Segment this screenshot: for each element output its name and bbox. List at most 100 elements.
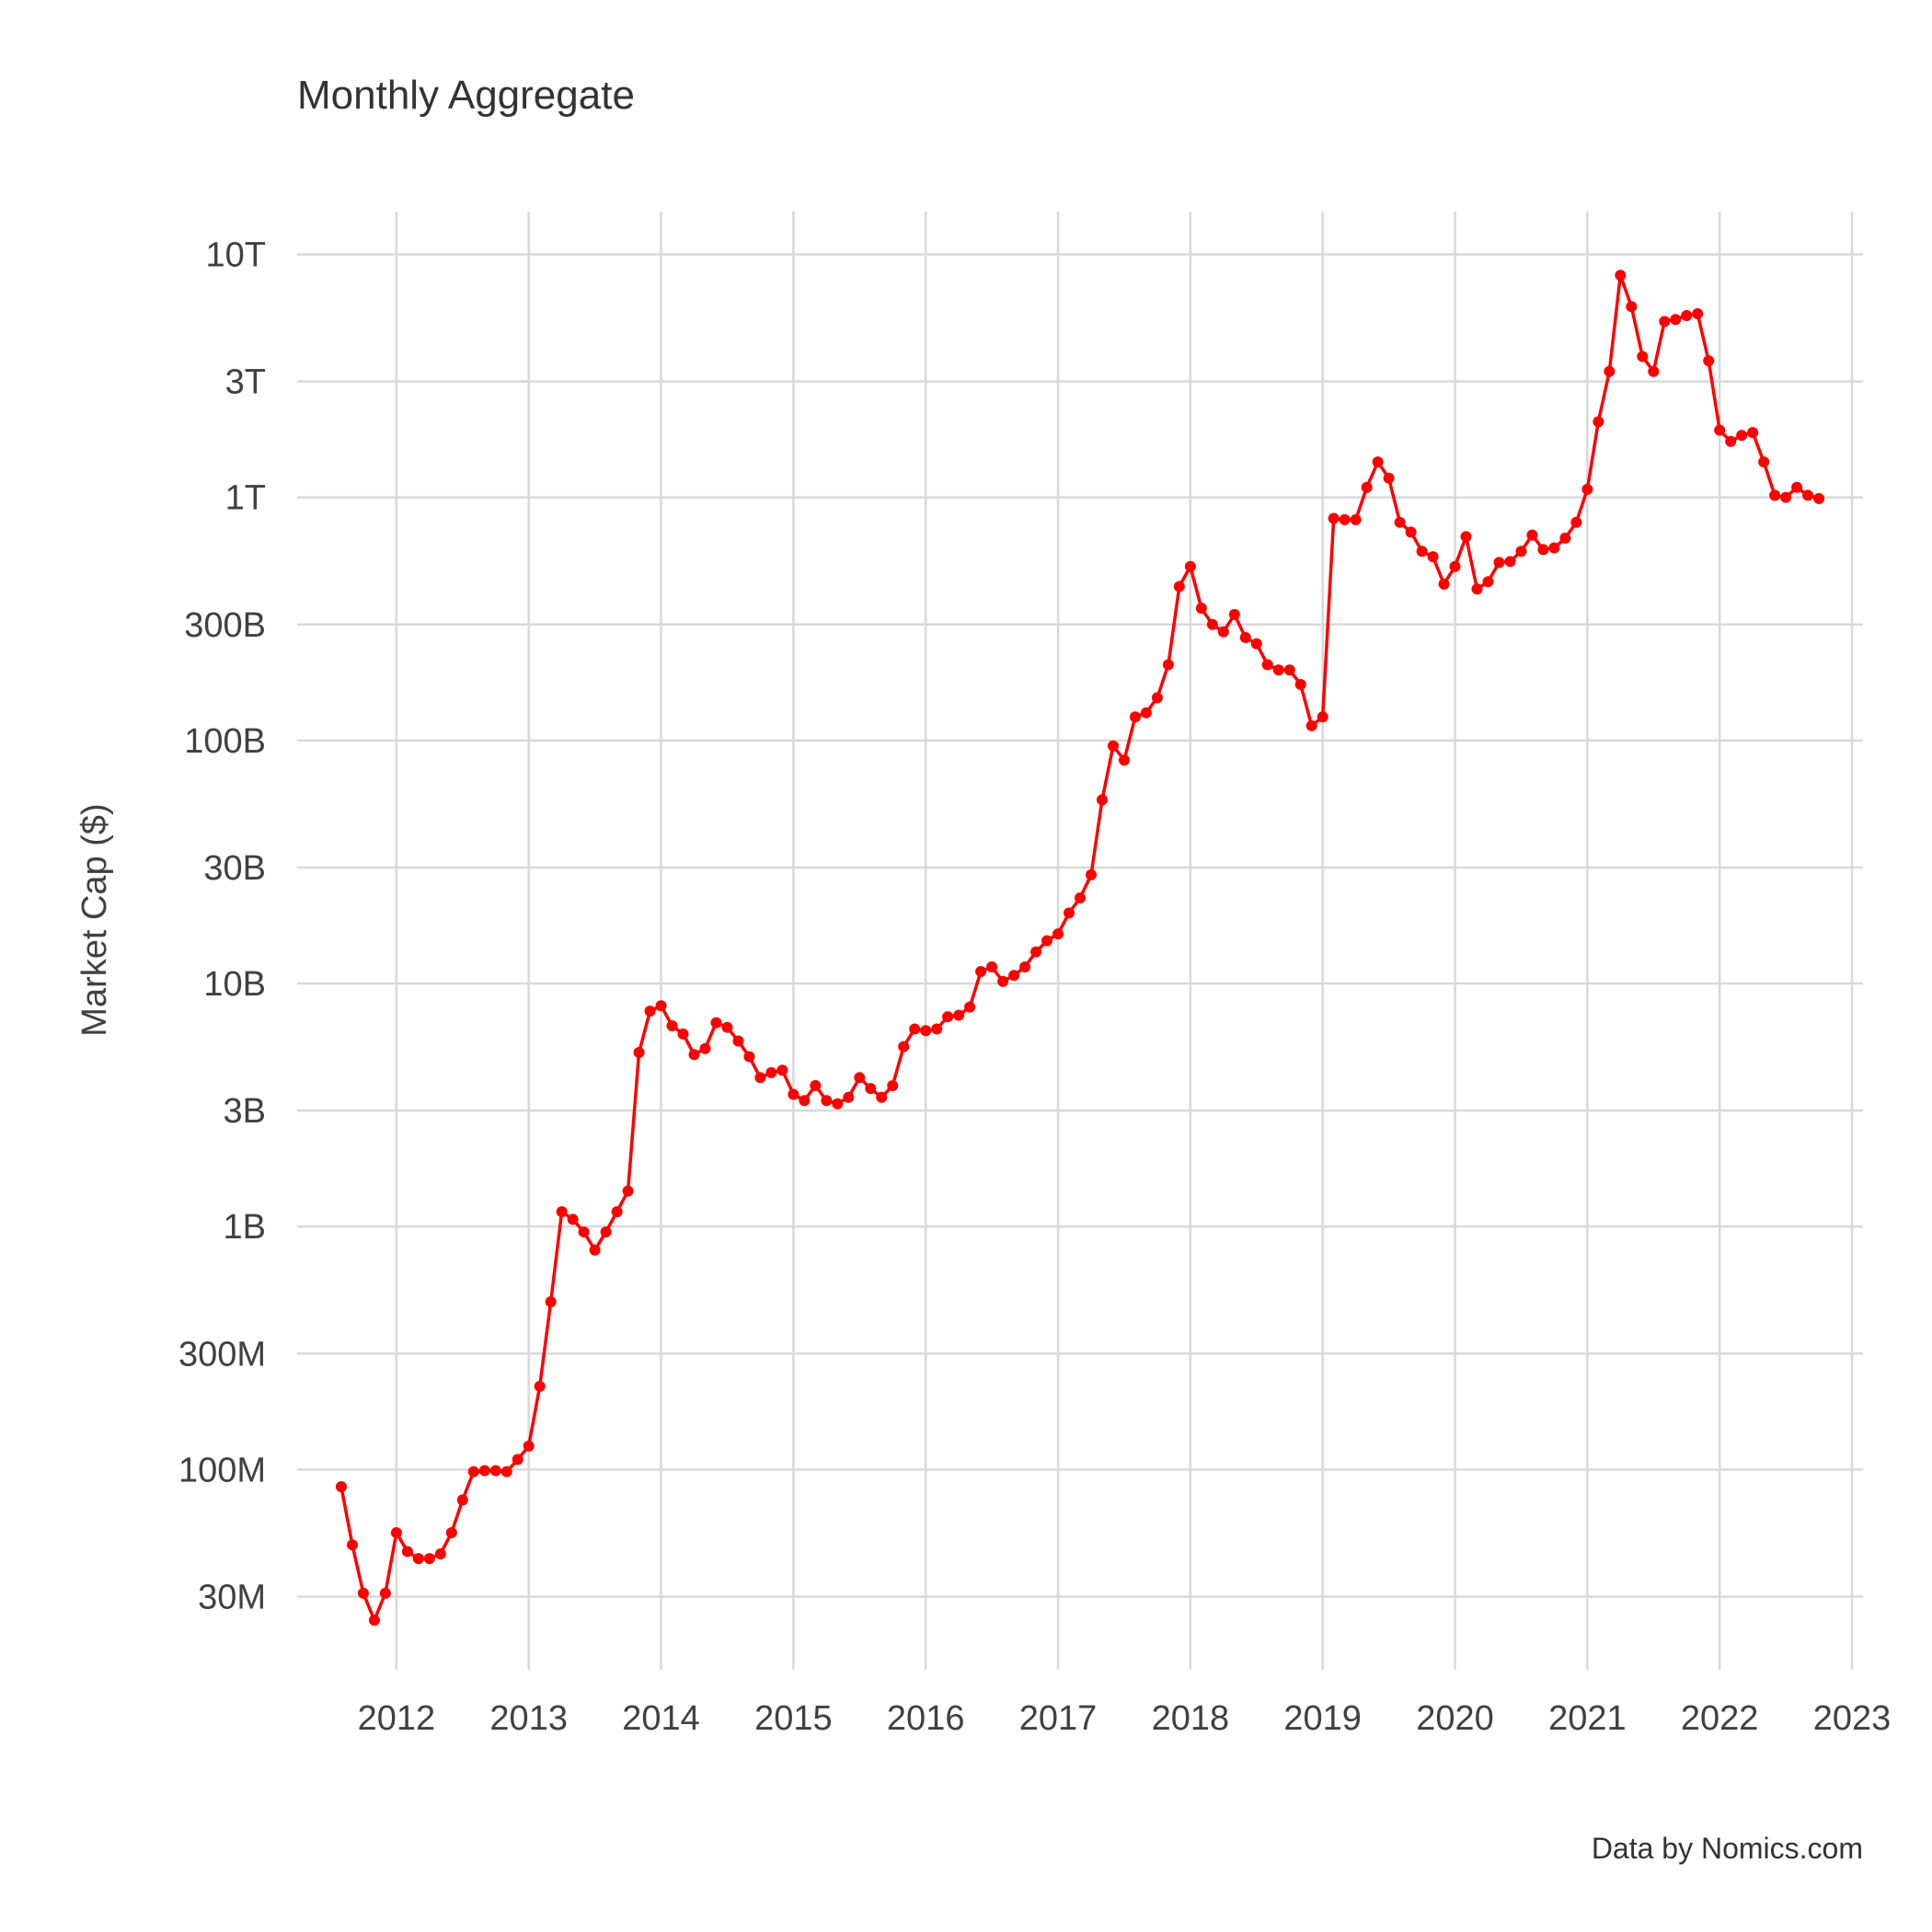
y-tick-label: 100M (178, 1451, 266, 1489)
data-point (1305, 719, 1317, 731)
data-point (1659, 316, 1671, 328)
data-point (467, 1466, 479, 1478)
data-point (600, 1226, 612, 1238)
data-point (1096, 794, 1108, 806)
data-point (1648, 365, 1660, 377)
chart-title: Monthly Aggregate (297, 73, 635, 118)
data-point (1581, 483, 1593, 495)
data-point (1008, 970, 1020, 982)
data-point (1339, 513, 1351, 525)
data-point (1206, 618, 1218, 630)
x-tick-label: 2017 (1019, 1699, 1098, 1738)
data-point (1692, 308, 1704, 320)
data-point (1758, 456, 1770, 468)
data-point (1239, 632, 1251, 644)
data-point (1195, 603, 1207, 615)
data-point (1261, 659, 1273, 671)
data-point (1383, 472, 1395, 484)
data-point (1670, 314, 1682, 326)
data-point (887, 1080, 899, 1092)
data-point (931, 1023, 943, 1035)
data-point (997, 975, 1009, 987)
data-point (1813, 492, 1825, 504)
data-source-caption: Data by Nomics.com (1592, 1832, 1863, 1865)
data-point (1703, 355, 1715, 367)
data-point (1559, 532, 1571, 544)
data-point (1064, 907, 1075, 919)
data-point (942, 1011, 954, 1023)
x-tick-label: 2023 (1813, 1699, 1892, 1738)
data-point (1372, 456, 1384, 468)
data-point (743, 1051, 755, 1063)
data-point (854, 1072, 866, 1084)
y-tick-label: 3B (224, 1092, 266, 1131)
data-point (456, 1494, 468, 1506)
data-point (821, 1095, 833, 1107)
data-point (1526, 529, 1538, 541)
data-point (1217, 626, 1229, 638)
data-point (644, 1006, 656, 1018)
data-point (445, 1526, 457, 1538)
data-point (909, 1023, 921, 1035)
data-point (832, 1098, 844, 1110)
x-gridlines (395, 212, 1854, 1670)
series-line (339, 273, 1820, 1622)
data-point (677, 1028, 689, 1040)
data-point (412, 1553, 424, 1565)
y-tick-label: 1T (225, 479, 266, 518)
data-point (434, 1547, 446, 1559)
data-point (1151, 692, 1163, 704)
x-tick-label: 2016 (887, 1699, 965, 1738)
data-point (1736, 430, 1748, 442)
data-point (489, 1465, 501, 1477)
data-point (876, 1091, 888, 1103)
data-point (1802, 489, 1814, 501)
data-point (1416, 546, 1428, 558)
data-point (1593, 416, 1604, 428)
y-tick-label: 100B (184, 722, 266, 761)
data-point (556, 1206, 568, 1218)
data-point (975, 966, 987, 978)
x-tick-label: 2019 (1283, 1699, 1362, 1738)
data-point (1482, 576, 1494, 588)
data-point (688, 1049, 700, 1061)
data-point (1129, 711, 1141, 723)
data-point (523, 1440, 535, 1452)
data-point (1075, 891, 1086, 903)
data-point (1052, 928, 1064, 940)
data-point (346, 1539, 358, 1551)
x-tick-label: 2020 (1416, 1699, 1494, 1738)
data-point (1714, 424, 1726, 436)
data-point (1747, 427, 1759, 439)
data-point (545, 1296, 557, 1308)
x-tick-label: 2022 (1681, 1699, 1759, 1738)
data-point (1515, 546, 1527, 558)
data-point (589, 1244, 601, 1256)
data-point (865, 1083, 877, 1095)
data-point (1626, 301, 1638, 313)
x-tick-label: 2013 (489, 1699, 568, 1738)
data-point (622, 1185, 634, 1197)
data-point (655, 1000, 667, 1012)
data-point (1317, 711, 1328, 723)
data-point (1449, 560, 1461, 572)
y-gridlines (297, 253, 1863, 1598)
x-tick-labels: 2012 2013 2014 2015 2016 2017 2018 2019 2020 2021… (358, 1699, 1892, 1738)
data-point (843, 1091, 855, 1103)
data-point (1394, 516, 1406, 528)
data-point (953, 1009, 965, 1021)
data-point (1460, 531, 1472, 543)
data-point (776, 1064, 788, 1076)
data-point (754, 1072, 766, 1084)
data-point (1019, 961, 1031, 973)
data-point (1184, 560, 1196, 572)
data-point (898, 1041, 910, 1052)
y-tick-label: 300M (178, 1335, 266, 1374)
data-point (710, 1017, 722, 1029)
data-point (732, 1035, 744, 1047)
data-point (1361, 481, 1373, 493)
data-point (721, 1021, 733, 1033)
data-point (1030, 946, 1042, 958)
y-tick-label: 10B (203, 965, 266, 1004)
